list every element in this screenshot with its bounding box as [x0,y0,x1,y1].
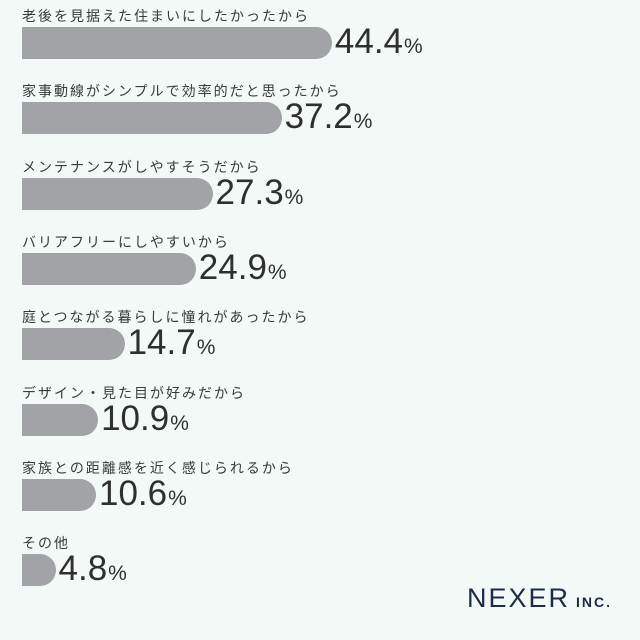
value-label: 27.3% [216,173,304,213]
value-number: 4.8 [58,549,108,589]
bar [22,554,56,587]
value-label: 10.9% [101,399,189,439]
bar [22,177,213,210]
bar-row: 家事動線がシンプルで効率的だと思ったから 37.2% [22,81,622,151]
bar [22,102,282,135]
bar [22,403,99,436]
bar-row: バリアフリーにしやすいから 24.9% [22,232,622,302]
bar [22,478,96,511]
value-number: 37.2 [284,97,353,137]
value-label: 44.4% [335,22,423,62]
bar-row: 老後を見据えた住まいにしたかったから 44.4% [22,6,622,76]
category-label: メンテナンスがしやすそうだから [22,159,262,176]
value-unit: % [353,110,373,134]
category-label: 庭とつながる暮らしに憧れがあったから [22,310,310,327]
value-unit: % [168,486,187,510]
value-unit: % [196,336,216,360]
value-unit: % [267,260,287,284]
bar [22,252,196,285]
bar [22,27,332,59]
logo-main: NEXER [467,583,571,613]
value-label: 14.7% [128,323,216,363]
value-label: 10.6% [99,474,187,514]
value-number: 10.6 [98,473,168,513]
bar-row: 庭とつながる暮らしに憧れがあったから 14.7% [22,307,622,377]
value-number: 24.9 [198,247,267,287]
category-label: その他 [22,536,70,553]
category-label: 家族との距離感を近く感じられるから [22,460,294,477]
nexer-logo: NEXER INC. [467,583,612,614]
value-number: 14.7 [127,323,196,363]
value-unit: % [108,562,127,586]
value-number: 44.4 [334,22,404,61]
category-label: 老後を見据えた住まいにしたかったから [22,9,310,25]
value-number: 27.3 [215,172,284,212]
bar [22,328,125,361]
category-label: バリアフリーにしやすいから [22,234,230,251]
value-label: 4.8% [59,549,127,589]
value-unit: % [170,411,189,435]
logo-suffix: INC. [576,594,613,610]
value-unit: % [404,35,423,58]
bar-row: メンテナンスがしやすそうだから 27.3% [22,157,622,227]
bar-row: その他 4.8% [22,533,622,603]
value-unit: % [284,185,304,209]
bar-row: デザイン・見た目が好みだから 10.9% [22,383,622,453]
category-label: デザイン・見た目が好みだから [22,385,246,402]
bar-row: 家族との距離感を近く感じられるから 10.6% [22,458,622,528]
category-label: 家事動線がシンプルで効率的だと思ったから [22,84,342,101]
value-label: 37.2% [285,97,373,137]
value-number: 10.9 [101,398,170,438]
value-label: 24.9% [199,248,287,288]
